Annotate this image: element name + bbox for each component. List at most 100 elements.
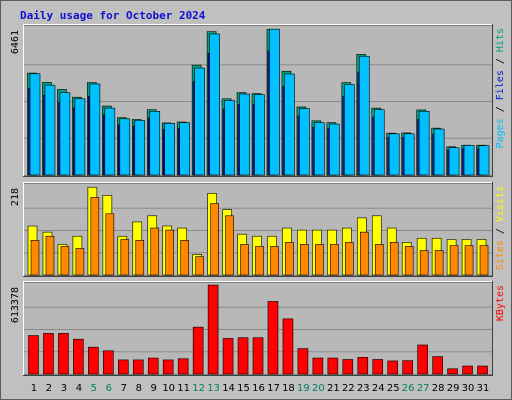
legend-kbytes: KBytes: [495, 285, 506, 321]
bar-pages-18: [284, 73, 295, 176]
legend-separator: /: [495, 52, 506, 70]
bar-sites-13: [210, 203, 219, 276]
bar-kbytes-7: [118, 359, 129, 375]
x-tick-label-26: 26: [402, 383, 415, 394]
bar-sites-25: [389, 242, 399, 276]
legend-visits: Visits: [495, 186, 506, 222]
bar-kbytes-26: [402, 360, 413, 375]
y-max-label-kbytes: 613378: [10, 287, 21, 323]
panel-kbytes: 613378 KBytes: [10, 281, 506, 376]
bar-kbytes-21: [327, 357, 339, 375]
bar-kbytes-15: [237, 337, 249, 375]
x-tick-label-25: 25: [387, 383, 400, 394]
bar-kbytes-20: [312, 357, 324, 375]
bar-pages-7: [119, 118, 131, 176]
bar-kbytes-29: [447, 368, 458, 375]
bar-pages-1: [29, 73, 41, 176]
bar-sites-18: [285, 242, 294, 276]
panel-traffic: 6461 Pages / Files / Hits: [10, 24, 506, 177]
bar-pages-29: [448, 147, 460, 176]
bar-kbytes-17: [267, 301, 279, 375]
bar-kbytes-22: [342, 359, 354, 375]
legend-visits: Sites / Visits: [495, 186, 506, 270]
bar-sites-7: [120, 239, 130, 276]
bar-sites-19: [300, 244, 309, 276]
bar-pages-21: [329, 123, 340, 176]
bar-pages-15: [239, 93, 250, 176]
bar-sites-30: [464, 245, 474, 276]
legend-kbytes: KBytes: [495, 285, 506, 321]
legend-traffic: Pages / Files / Hits: [495, 28, 506, 148]
x-tick-label-22: 22: [342, 383, 355, 394]
bar-sites-2: [45, 235, 55, 276]
bar-kbytes-27: [417, 344, 428, 375]
bar-kbytes-14: [222, 338, 234, 375]
bar-sites-3: [60, 246, 70, 276]
legend-separator: /: [495, 100, 506, 118]
bar-kbytes-28: [432, 356, 443, 375]
x-tick-label-27: 27: [417, 383, 430, 394]
bar-sites-8: [135, 239, 145, 276]
bar-pages-8: [134, 120, 146, 176]
bar-sites-6: [105, 213, 115, 276]
legend-pages: Pages: [495, 118, 506, 148]
bar-pages-5: [89, 83, 101, 176]
bar-kbytes-16: [252, 337, 264, 375]
bar-pages-12: [194, 67, 205, 176]
bar-pages-22: [344, 84, 355, 176]
x-tick-label-28: 28: [432, 383, 445, 394]
bar-pages-14: [224, 100, 235, 176]
legend-hits: Hits: [495, 28, 506, 52]
bar-sites-23: [359, 231, 369, 276]
bar-kbytes-12: [192, 326, 204, 375]
panel-visits: 218 Sites / Visits: [10, 182, 506, 277]
bar-kbytes-8: [132, 359, 144, 375]
bar-kbytes-25: [387, 360, 399, 375]
bar-kbytes-4: [73, 338, 84, 375]
x-tick-label-15: 15: [237, 383, 250, 394]
x-tick-label-31: 31: [477, 383, 490, 394]
legend-files: Files: [495, 70, 506, 100]
x-tick-label-2: 2: [46, 383, 52, 394]
bar-pages-23: [358, 55, 370, 176]
bar-pages-3: [59, 92, 71, 176]
x-tick-label-29: 29: [447, 383, 460, 394]
legend-separator: /: [495, 222, 506, 240]
bar-pages-28: [433, 128, 445, 176]
x-tick-label-5: 5: [91, 383, 97, 394]
bar-kbytes-19: [297, 348, 309, 375]
x-tick-label-12: 12: [192, 383, 205, 394]
bar-sites-11: [180, 239, 189, 276]
x-tick-label-9: 9: [151, 383, 157, 394]
bar-kbytes-18: [282, 318, 294, 375]
bar-pages-27: [418, 110, 430, 176]
x-tick-label-10: 10: [162, 383, 175, 394]
bar-sites-24: [374, 244, 384, 276]
y-max-label-traffic: 6461: [10, 30, 21, 54]
bar-sites-16: [255, 246, 264, 276]
bar-pages-25: [388, 133, 400, 176]
bar-sites-10: [165, 229, 175, 276]
bar-kbytes-30: [462, 365, 473, 375]
bar-pages-9: [149, 110, 161, 176]
bar-kbytes-11: [177, 358, 189, 375]
bar-pages-17: [269, 28, 280, 176]
x-tick-label-1: 1: [31, 383, 37, 394]
x-tick-label-14: 14: [222, 383, 235, 394]
x-tick-label-19: 19: [297, 383, 310, 394]
bar-pages-13: [209, 33, 220, 176]
bar-pages-26: [403, 133, 415, 176]
bar-sites-22: [345, 242, 354, 276]
legend-sites: Sites: [495, 240, 506, 270]
bar-kbytes-1: [28, 335, 39, 375]
bar-pages-6: [104, 107, 116, 176]
x-tick-label-8: 8: [136, 383, 142, 394]
bar-kbytes-3: [58, 333, 69, 375]
bar-pages-2: [44, 84, 56, 176]
bar-sites-12: [195, 256, 204, 276]
bar-sites-9: [150, 227, 160, 276]
bar-kbytes-10: [162, 359, 174, 375]
bar-kbytes-2: [43, 333, 54, 375]
bar-sites-20: [315, 244, 324, 276]
x-tick-label-11: 11: [177, 383, 190, 394]
